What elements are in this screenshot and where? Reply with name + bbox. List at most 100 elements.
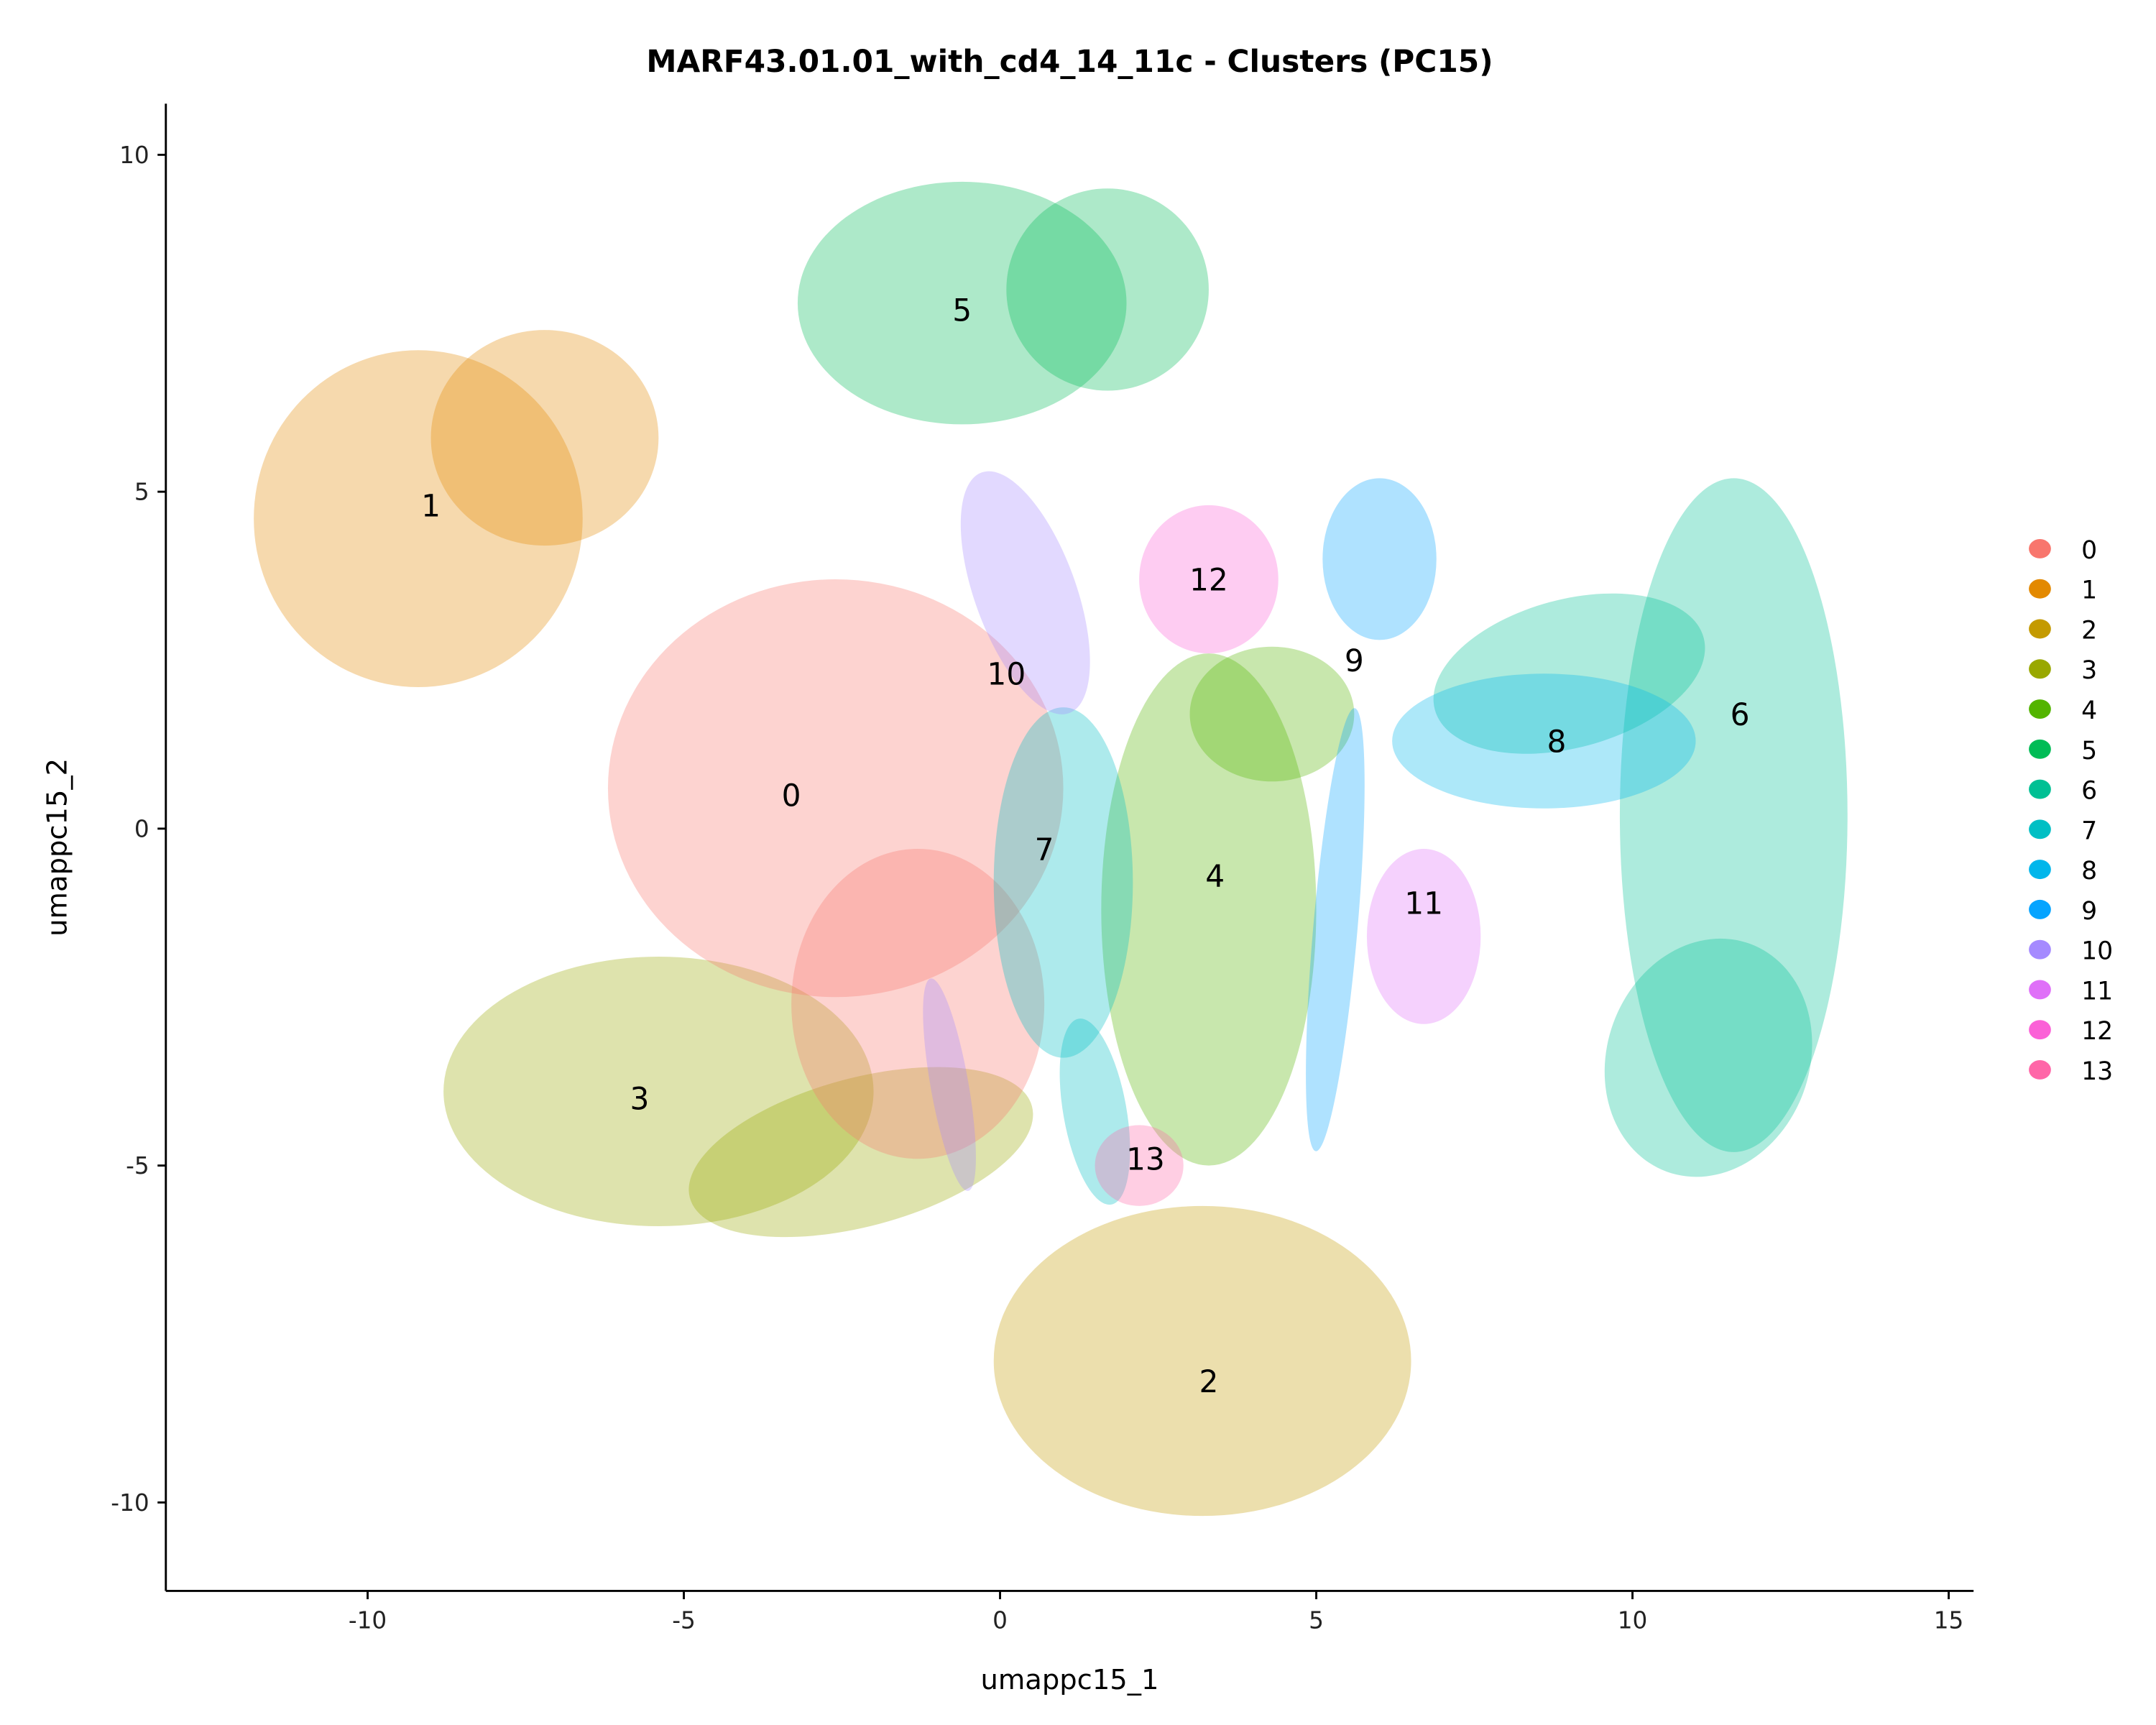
- legend-item-2: 2: [2029, 616, 2097, 645]
- cluster-label-7: 7: [1035, 832, 1054, 867]
- legend-swatch: [2029, 819, 2051, 840]
- legend-label: 5: [2081, 737, 2097, 765]
- x-tick-label: 0: [992, 1606, 1008, 1634]
- cluster-13-points: [1095, 1125, 1184, 1206]
- cluster-4-region: [1189, 646, 1355, 782]
- cluster-label-6: 6: [1731, 697, 1750, 732]
- cluster-0-region: [607, 579, 1064, 998]
- cluster-6-points: [1433, 478, 1848, 1177]
- legend-swatch: [2029, 899, 2051, 919]
- legend-item-5: 5: [2029, 737, 2097, 765]
- chart-title: MARF43.01.01_with_cd4_14_11c - Clusters …: [646, 44, 1493, 79]
- cluster-label-11: 11: [1404, 886, 1443, 921]
- legend-swatch: [2029, 779, 2051, 799]
- x-tick-label: 15: [1934, 1606, 1964, 1634]
- cluster-6-region: [1604, 938, 1812, 1177]
- cluster-5-region: [1006, 188, 1209, 391]
- cluster-9-region: [1306, 708, 1365, 1151]
- cluster-8-region: [1392, 673, 1696, 809]
- legend-label: 11: [2081, 977, 2113, 1006]
- cluster-8-points: [1392, 673, 1696, 809]
- legend-item-11: 11: [2029, 977, 2113, 1006]
- legend-item-7: 7: [2029, 816, 2097, 845]
- legend-label: 7: [2081, 816, 2097, 845]
- legend-item-3: 3: [2029, 656, 2097, 685]
- cluster-label-1: 1: [421, 488, 441, 523]
- legend-swatch: [2029, 939, 2051, 960]
- cluster-6-region: [1433, 593, 1705, 754]
- legend-item-1: 1: [2029, 576, 2097, 605]
- legend-swatch: [2029, 1020, 2051, 1040]
- legend-item-12: 12: [2029, 1017, 2113, 1046]
- legend-label: 13: [2081, 1057, 2113, 1086]
- cluster-3-region: [688, 1067, 1033, 1238]
- legend-swatch: [2029, 659, 2051, 679]
- legend-label: 9: [2081, 897, 2097, 926]
- y-tick-label: 5: [134, 479, 149, 506]
- x-tick-label: -10: [349, 1606, 387, 1634]
- legend-label: 10: [2081, 937, 2113, 966]
- legend-item-9: 9: [2029, 897, 2097, 926]
- x-axis-label: umappc15_1: [980, 1664, 1158, 1696]
- cluster-11-region: [1366, 849, 1481, 1024]
- cluster-10-points: [923, 471, 1090, 1191]
- cluster-2-region: [993, 1205, 1411, 1517]
- cluster-label-10: 10: [987, 657, 1026, 692]
- cluster-9-points: [1306, 478, 1437, 1151]
- x-tick-label: 5: [1309, 1606, 1324, 1634]
- cluster-label-12: 12: [1189, 562, 1228, 597]
- cluster-points: [254, 181, 1848, 1517]
- cluster-3-region: [443, 957, 874, 1227]
- cluster-4-region: [1101, 653, 1317, 1166]
- cluster-2-points: [993, 1205, 1411, 1517]
- legend-label: 4: [2081, 696, 2097, 725]
- cluster-3-points: [443, 957, 1033, 1238]
- cluster-label-5: 5: [952, 293, 972, 328]
- cluster-1-points: [254, 330, 659, 688]
- legend-item-13: 13: [2029, 1057, 2113, 1086]
- cluster-5-region: [797, 181, 1127, 425]
- cluster-1-region: [254, 350, 583, 688]
- cluster-label-3: 3: [630, 1081, 649, 1116]
- cluster-4-points: [1101, 646, 1355, 1166]
- legend-label: 3: [2081, 656, 2097, 685]
- cluster-label-4: 4: [1205, 859, 1225, 894]
- cluster-label-0: 0: [782, 778, 801, 813]
- y-tick-label: 0: [134, 815, 149, 842]
- legend-label: 12: [2081, 1017, 2113, 1046]
- legend-label: 1: [2081, 576, 2097, 605]
- y-tick-label: -10: [111, 1489, 149, 1517]
- cluster-10-region: [923, 978, 976, 1191]
- cluster-11-points: [1366, 849, 1481, 1024]
- legend-label: 2: [2081, 616, 2097, 645]
- legend-swatch: [2029, 539, 2051, 558]
- legend-swatch: [2029, 860, 2051, 880]
- cluster-12-region: [1139, 505, 1279, 654]
- legend-item-8: 8: [2029, 857, 2097, 886]
- legend-item-10: 10: [2029, 937, 2113, 966]
- cluster-0-points: [607, 579, 1064, 1159]
- y-ticks: -10 -5 0 5 10: [111, 142, 166, 1517]
- cluster-label-13: 13: [1126, 1142, 1165, 1177]
- legend-label: 0: [2081, 536, 2097, 565]
- cluster-9-region: [1322, 478, 1437, 640]
- cluster-label-8: 8: [1547, 724, 1566, 759]
- cluster-7-region: [993, 707, 1133, 1058]
- y-tick-label: 10: [119, 142, 149, 169]
- legend-item-0: 0: [2029, 536, 2097, 565]
- x-tick-label: -5: [672, 1606, 696, 1634]
- legend-swatch: [2029, 579, 2051, 599]
- cluster-5-points: [797, 181, 1209, 425]
- cluster-7-region: [1059, 1018, 1130, 1205]
- legend-swatch: [2029, 980, 2051, 1000]
- cluster-labels: 6 8 1 5 3 0 2 4 7 10 12 9 11 13: [421, 293, 1750, 1399]
- legend-swatch: [2029, 1060, 2051, 1080]
- legend-swatch: [2029, 619, 2051, 639]
- legend-item-6: 6: [2029, 777, 2097, 806]
- x-tick-label: 10: [1618, 1606, 1648, 1634]
- cluster-0-region: [791, 849, 1045, 1159]
- cluster-label-2: 2: [1199, 1364, 1218, 1399]
- y-tick-label: -5: [126, 1152, 149, 1179]
